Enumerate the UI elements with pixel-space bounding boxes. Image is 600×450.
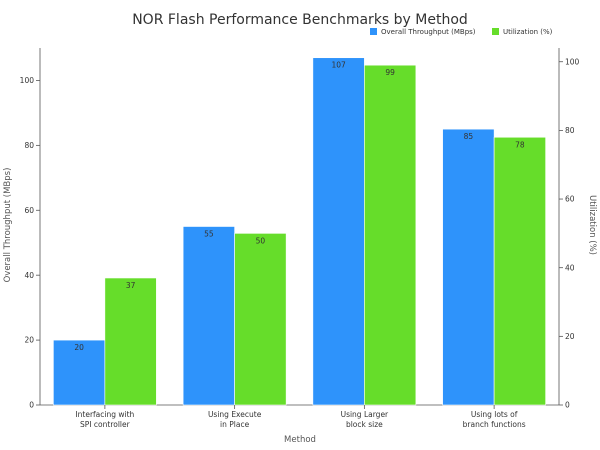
x-tick-label: in Place	[220, 420, 250, 429]
y2-axis-label: Utilization (%)	[587, 195, 597, 255]
data-label-utilization: 99	[385, 68, 395, 77]
y-tick-label: 40	[24, 271, 34, 280]
legend: Overall Throughput (MBps) Utilization (%…	[370, 28, 553, 36]
x-tick-label: Interfacing with	[75, 410, 134, 419]
bar-utilization	[493, 136, 546, 406]
data-label-utilization: 50	[256, 236, 266, 245]
y-tick-label: 100	[20, 76, 35, 85]
legend-label-utilization: Utilization (%)	[503, 28, 553, 36]
x-tick-label: SPI controller	[80, 420, 131, 429]
data-label-throughput: 55	[204, 230, 214, 239]
y2-tick-label: 80	[565, 126, 575, 135]
y2-tick-label: 40	[565, 263, 575, 272]
y2-tick-label: 60	[565, 195, 575, 204]
bar-utilization	[104, 277, 157, 406]
legend-swatch-throughput	[370, 28, 377, 35]
data-label-utilization: 78	[515, 140, 525, 149]
x-axis-label: Method	[284, 435, 316, 445]
y-tick-label: 80	[24, 141, 34, 150]
y2-tick-label: 0	[565, 401, 570, 410]
bar-throughput	[182, 226, 235, 406]
data-label-throughput: 85	[464, 132, 474, 141]
x-tick-label: block size	[346, 420, 383, 429]
bar-utilization	[364, 64, 417, 406]
legend-label-throughput: Overall Throughput (MBps)	[381, 28, 476, 36]
legend-swatch-utilization	[492, 28, 499, 35]
data-label-throughput: 107	[331, 61, 346, 70]
x-tick-label: branch functions	[463, 420, 526, 429]
y-tick-label: 20	[24, 336, 34, 345]
y-tick-label: 60	[24, 206, 34, 215]
bar-throughput	[312, 57, 365, 406]
y-axis-label: Overall Throughput (MBps)	[3, 168, 13, 283]
x-tick-label: Using lots of	[471, 410, 518, 419]
data-label-utilization: 37	[126, 281, 136, 290]
bar-throughput	[53, 339, 106, 406]
chart-title: NOR Flash Performance Benchmarks by Meth…	[132, 12, 468, 28]
x-tick-label: Using Execute	[208, 410, 262, 419]
x-tick-label: Using Larger	[341, 410, 389, 419]
y-tick-label: 0	[29, 401, 34, 410]
bar-throughput	[442, 128, 495, 406]
data-label-throughput: 20	[74, 343, 84, 352]
bar-utilization	[234, 233, 287, 406]
y2-tick-label: 20	[565, 332, 575, 341]
plot-area: 0 20 40 60 80 100 0 20 40 60 80 100 20 37 Interfacing …	[20, 48, 580, 429]
y2-tick-label: 100	[565, 57, 580, 66]
